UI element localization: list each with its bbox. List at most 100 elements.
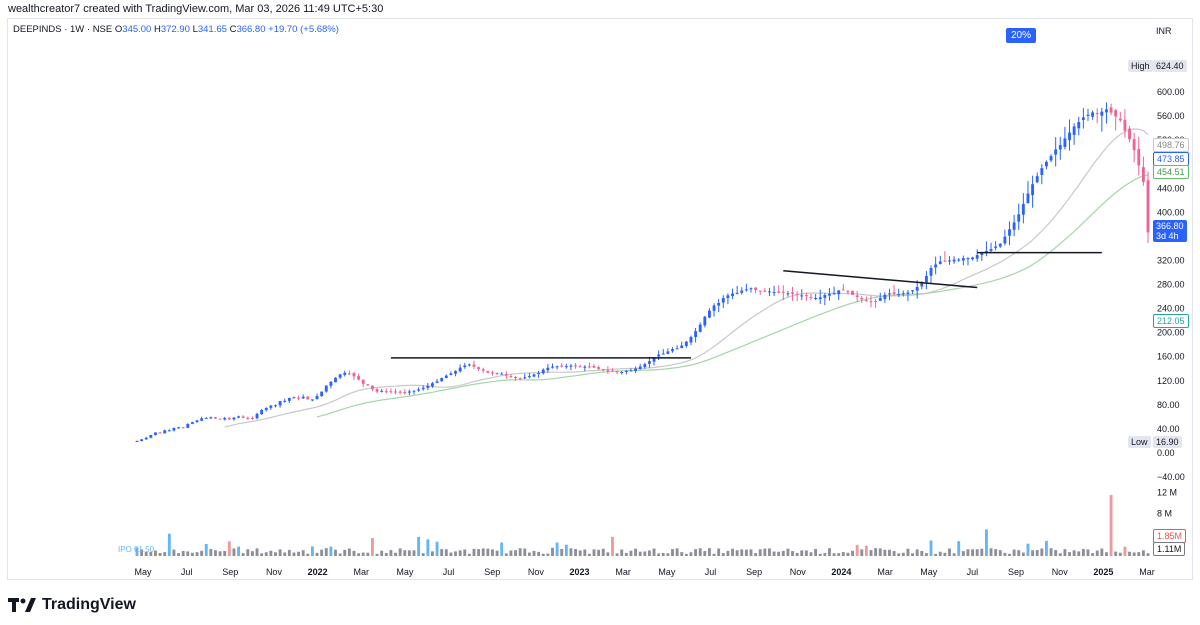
- volume-bar: [255, 548, 259, 556]
- candle: [347, 370, 351, 376]
- candle: [754, 287, 758, 294]
- candle-body: [1003, 236, 1007, 244]
- candle: [901, 290, 905, 297]
- candle: [1109, 103, 1113, 116]
- candle-body: [703, 316, 707, 326]
- candle: [883, 292, 887, 303]
- candle: [906, 289, 910, 302]
- candle-body: [237, 416, 240, 418]
- price-tick-label: 160.00: [1157, 352, 1185, 362]
- change-value: +19.70 (+5.68%): [268, 24, 339, 35]
- volume-bar: [638, 551, 642, 556]
- candle-body: [334, 377, 337, 383]
- candle-body: [652, 357, 656, 362]
- volume-bar: [708, 548, 711, 556]
- candle-body: [541, 369, 545, 374]
- candle-body: [389, 391, 393, 393]
- candle-body: [874, 301, 878, 303]
- candle: [190, 421, 194, 425]
- candle-body: [514, 376, 517, 379]
- volume-bar: [172, 549, 176, 556]
- volume-bar: [1031, 550, 1035, 556]
- volume-bar: [398, 548, 402, 556]
- candle-body: [744, 289, 748, 291]
- volume-bar: [998, 550, 1002, 556]
- candle: [209, 416, 213, 420]
- symbol-name[interactable]: DEEPINDS · 1W · NSE: [13, 24, 113, 35]
- candle-body: [458, 367, 462, 372]
- candle: [477, 366, 481, 372]
- volume-bar: [195, 552, 199, 556]
- candle-body: [371, 385, 374, 390]
- candle-body: [1118, 118, 1122, 121]
- tradingview-logo-icon: [8, 598, 36, 612]
- volume-bar: [527, 552, 531, 556]
- candle-body: [984, 250, 988, 253]
- candle: [177, 426, 180, 429]
- candle: [791, 286, 794, 301]
- candle: [491, 370, 494, 376]
- volume-bar: [569, 548, 573, 556]
- candle-body: [227, 417, 231, 420]
- candle-body: [957, 259, 961, 261]
- candle-body: [795, 294, 799, 296]
- symbol-legend[interactable]: DEEPINDS · 1W · NSE O345.00 H372.90 L341…: [13, 24, 339, 35]
- candle: [777, 285, 781, 294]
- volume-bar: [841, 552, 845, 556]
- candle: [463, 362, 467, 369]
- volume-bar: [190, 552, 194, 556]
- candle: [661, 349, 665, 355]
- candle: [292, 396, 296, 399]
- volume-bar: [546, 553, 550, 556]
- percent-badge[interactable]: 20%: [1006, 28, 1037, 43]
- candle-body: [828, 293, 831, 296]
- candle: [643, 362, 647, 369]
- candle: [343, 370, 347, 377]
- candle-body: [306, 396, 310, 400]
- candle: [241, 415, 245, 419]
- candle: [158, 431, 162, 434]
- candle-body: [643, 364, 647, 368]
- candle: [694, 327, 698, 343]
- volume-bar: [574, 548, 577, 556]
- volume-bar: [758, 549, 762, 556]
- volume-bar: [878, 548, 882, 556]
- candle: [708, 308, 711, 319]
- candle: [855, 291, 859, 302]
- candle: [611, 368, 614, 372]
- candle-body: [1109, 107, 1113, 113]
- candle-body: [587, 366, 591, 368]
- candle-body: [1091, 112, 1095, 117]
- volume-bar: [232, 548, 236, 556]
- candle-body: [878, 298, 882, 301]
- volume-bar: [587, 553, 591, 556]
- volume-bar: [223, 551, 227, 556]
- volume-bar: [578, 550, 582, 556]
- candle-body: [1141, 167, 1145, 182]
- candle-body: [310, 399, 314, 401]
- candle: [541, 368, 545, 375]
- candle-body: [781, 291, 785, 293]
- volume-bar: [338, 553, 342, 556]
- price-tick-label: 440.00: [1157, 183, 1185, 193]
- candle-body: [818, 297, 822, 300]
- candle-body: [864, 300, 868, 302]
- candle: [398, 390, 402, 395]
- volume-bar: [472, 548, 476, 556]
- candle: [772, 285, 776, 297]
- candle-body: [417, 389, 421, 391]
- candle-body: [929, 268, 933, 276]
- candle-body: [426, 385, 430, 388]
- volume-bar: [772, 551, 776, 556]
- candle: [1132, 132, 1136, 163]
- volume-bar: [675, 548, 679, 556]
- time-tick-label: Jul: [181, 567, 193, 577]
- candle: [246, 416, 250, 420]
- volume-bar: [1049, 548, 1053, 556]
- volume-bar: [144, 551, 148, 556]
- candle: [980, 252, 984, 262]
- volume-bar: [347, 548, 351, 556]
- candle: [1026, 180, 1030, 204]
- volume-bar: [961, 551, 965, 556]
